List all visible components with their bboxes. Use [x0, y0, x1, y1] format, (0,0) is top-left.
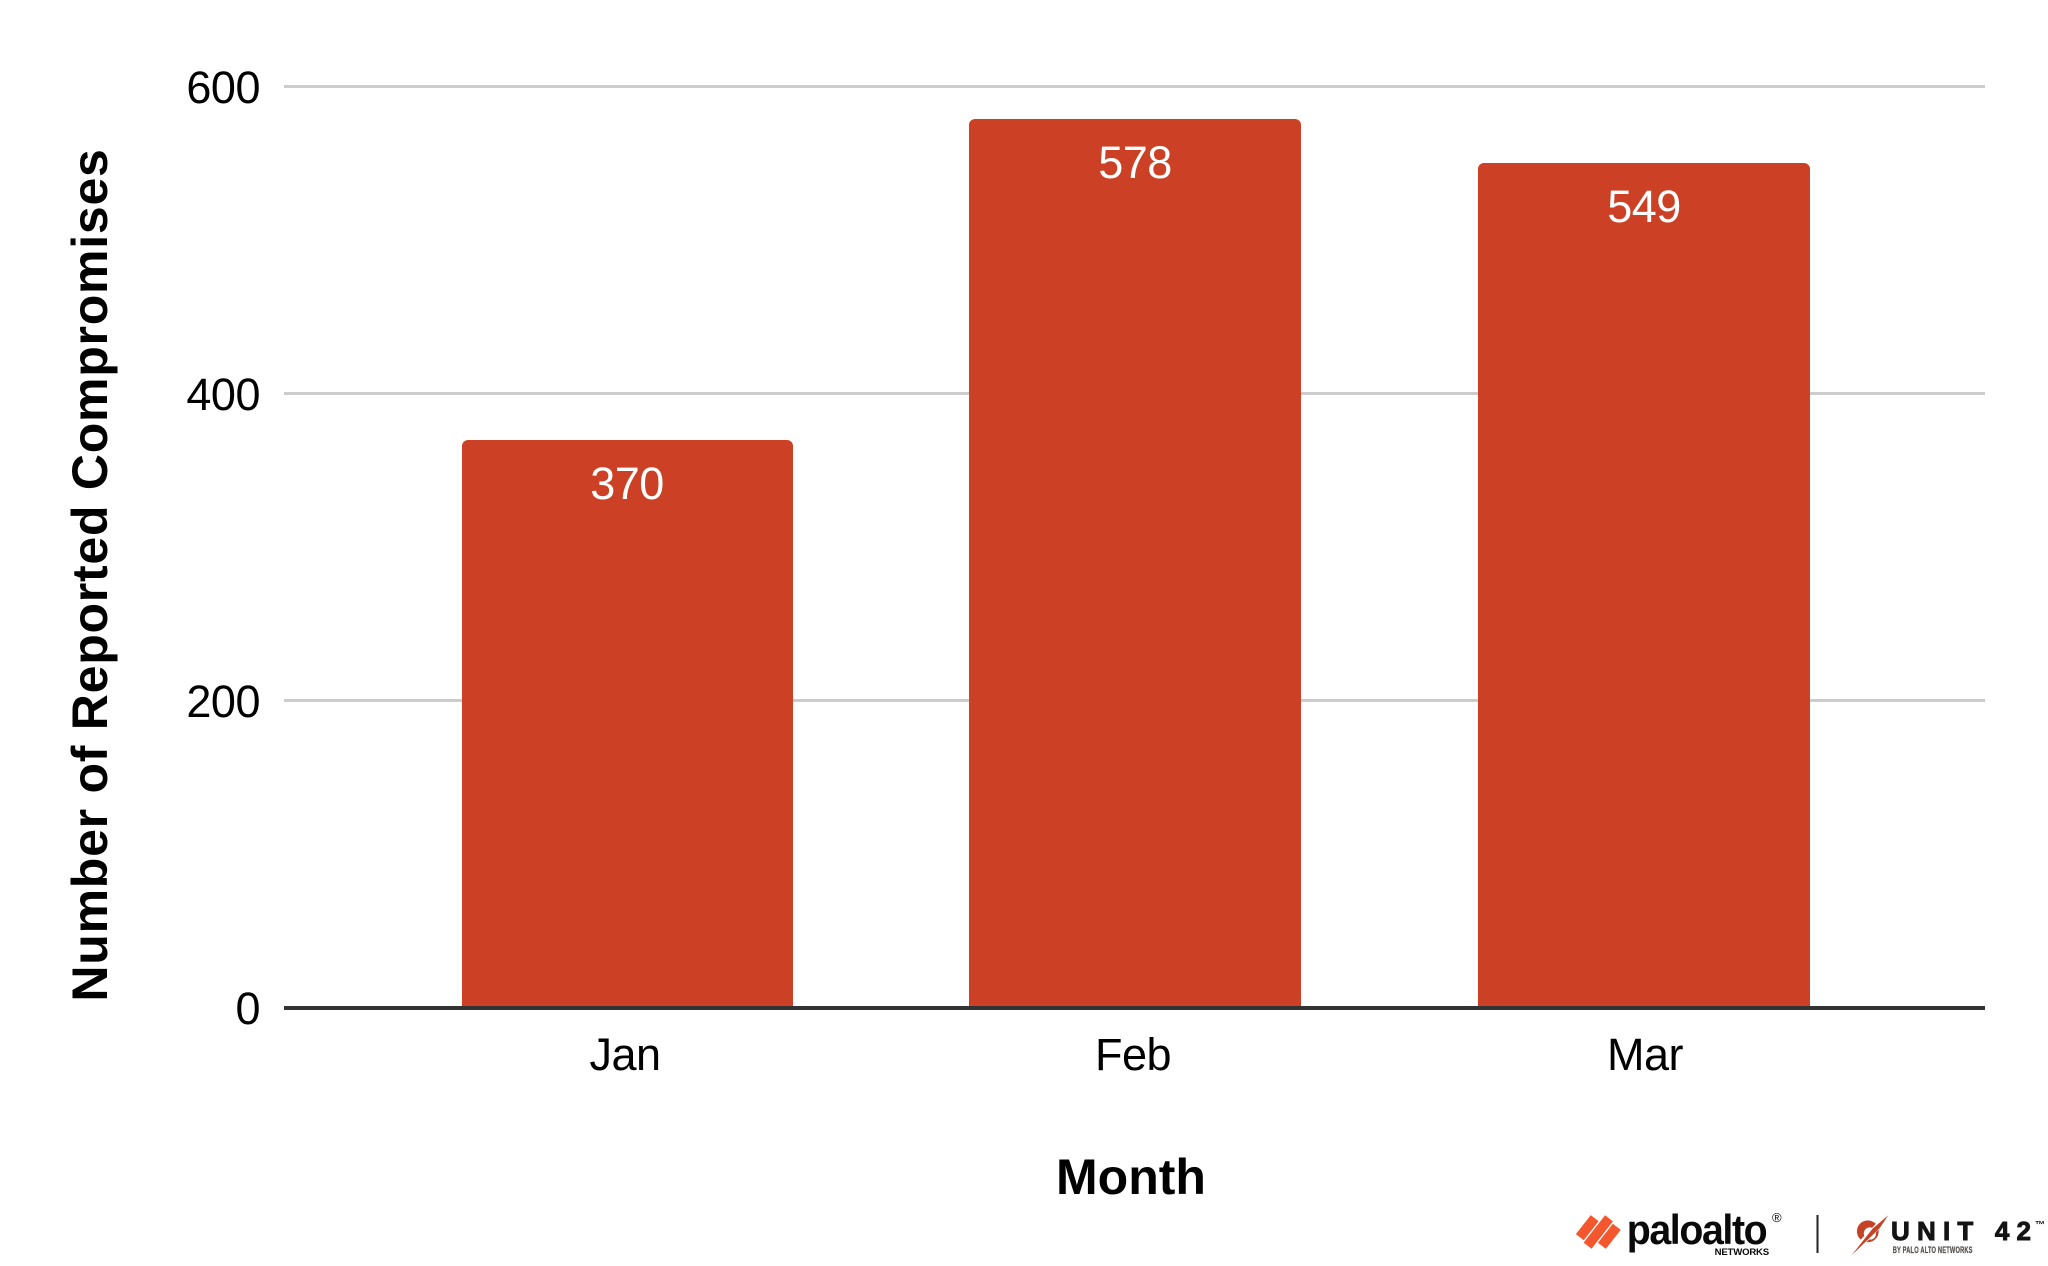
svg-text:paloalto: paloalto — [1627, 1206, 1767, 1253]
svg-text:NETWORKS: NETWORKS — [1715, 1247, 1770, 1258]
svg-text:UNIT 42: UNIT 42 — [1891, 1216, 2038, 1246]
svg-text:™: ™ — [2035, 1220, 2045, 1231]
svg-text:BY PALO ALTO NETWORKS: BY PALO ALTO NETWORKS — [1893, 1245, 1973, 1256]
svg-text:®: ® — [1772, 1210, 1782, 1225]
